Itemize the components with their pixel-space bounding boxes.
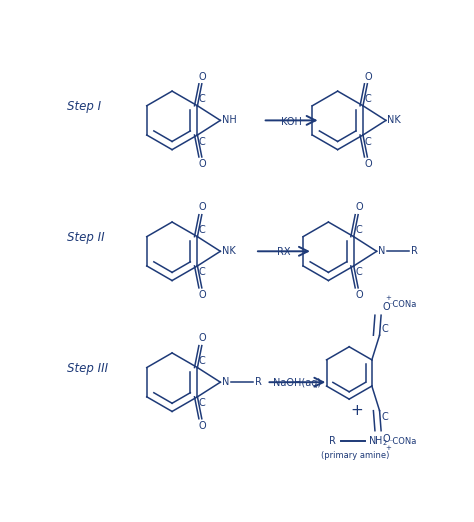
Text: R: R xyxy=(411,246,418,256)
Text: O: O xyxy=(355,203,363,212)
Text: C: C xyxy=(365,94,371,104)
Text: +: + xyxy=(350,403,363,418)
Text: C: C xyxy=(382,412,389,422)
Text: NaOH(aq): NaOH(aq) xyxy=(273,378,321,388)
Text: C: C xyxy=(199,398,206,408)
Text: O: O xyxy=(383,302,390,312)
Text: C: C xyxy=(365,137,371,147)
Text: Step I: Step I xyxy=(66,100,100,113)
Text: C: C xyxy=(199,356,206,366)
Text: R: R xyxy=(329,436,336,446)
Text: R: R xyxy=(255,377,262,387)
Text: C: C xyxy=(356,225,362,235)
Text: RX: RX xyxy=(277,247,291,257)
Text: N: N xyxy=(222,377,229,387)
Text: ⁻CONa: ⁻CONa xyxy=(389,437,417,446)
Text: NK: NK xyxy=(387,115,401,125)
Text: +: + xyxy=(386,445,392,450)
Text: KOH: KOH xyxy=(281,116,302,126)
Text: N: N xyxy=(378,246,385,256)
Text: (primary amine): (primary amine) xyxy=(321,451,390,460)
Text: NH$_2$: NH$_2$ xyxy=(368,435,388,448)
Text: C: C xyxy=(356,267,362,278)
Text: O: O xyxy=(199,159,206,169)
Text: Step II: Step II xyxy=(66,231,104,244)
Text: O: O xyxy=(199,290,206,300)
Text: O: O xyxy=(365,159,372,169)
Text: O: O xyxy=(365,72,372,81)
Text: O: O xyxy=(355,290,363,300)
Text: C: C xyxy=(382,324,389,334)
Text: ⁻CONa: ⁻CONa xyxy=(389,300,417,309)
Text: +: + xyxy=(386,295,392,301)
Text: C: C xyxy=(199,137,206,147)
Text: O: O xyxy=(199,72,206,81)
Text: C: C xyxy=(199,267,206,278)
Text: O: O xyxy=(383,434,390,444)
Text: NH: NH xyxy=(222,115,237,125)
Text: C: C xyxy=(199,225,206,235)
Text: NK: NK xyxy=(222,246,236,256)
Text: O: O xyxy=(199,421,206,431)
Text: O: O xyxy=(199,203,206,212)
Text: Step III: Step III xyxy=(66,362,108,375)
Text: O: O xyxy=(199,334,206,343)
Text: C: C xyxy=(199,94,206,104)
